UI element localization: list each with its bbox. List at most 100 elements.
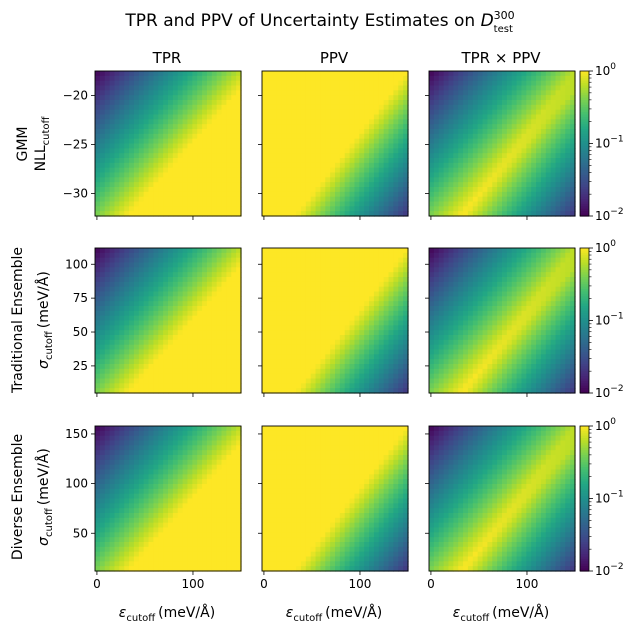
heatmap-cell <box>383 133 390 140</box>
heatmap-cell <box>325 248 331 254</box>
heatmap-cell <box>438 177 445 183</box>
heatmap-cell <box>187 80 193 87</box>
heatmap-cell <box>216 158 223 164</box>
heatmap-cell <box>339 252 346 259</box>
heatmap-cell <box>403 167 409 174</box>
heatmap-cell <box>511 71 518 77</box>
heatmap-cell <box>325 354 331 360</box>
heatmap-cell <box>133 368 140 375</box>
heatmap-cell <box>286 196 292 203</box>
heatmap-cell <box>153 191 159 198</box>
heatmap-cell <box>403 133 409 140</box>
heatmap-cell <box>354 252 360 259</box>
heatmap-cell <box>438 277 445 283</box>
heatmap-cell <box>433 85 440 91</box>
heatmap-cell <box>403 364 409 370</box>
heatmap-cell <box>349 373 356 380</box>
heatmap-cell <box>163 201 169 207</box>
heatmap-cell <box>109 124 116 130</box>
heatmap-cell <box>492 281 498 288</box>
heatmap-cell <box>354 71 360 77</box>
heatmap-cell <box>187 277 193 283</box>
heatmap-cell <box>453 272 459 278</box>
heatmap-cell <box>429 373 435 380</box>
heatmap-cell <box>487 71 493 77</box>
heatmap-cell <box>138 182 145 188</box>
heatmap-cell <box>192 267 198 273</box>
heatmap-cell <box>448 95 454 101</box>
heatmap-cell <box>236 182 242 188</box>
heatmap-cell <box>119 153 125 159</box>
heatmap-cell <box>109 315 116 322</box>
heatmap-cell <box>109 172 116 178</box>
heatmap-cell <box>148 291 154 297</box>
heatmap-cell <box>477 187 484 193</box>
heatmap-cell <box>133 191 140 198</box>
heatmap-cell <box>276 75 283 82</box>
heatmap-cell <box>291 114 297 120</box>
heatmap-cell <box>296 291 302 297</box>
heatmap-cell <box>99 167 106 174</box>
heatmap-cell <box>393 119 399 125</box>
heatmap-cell <box>570 162 576 169</box>
heatmap-cell <box>482 162 488 169</box>
heatmap-cell <box>138 167 145 174</box>
heatmap-cell <box>482 124 488 130</box>
heatmap-cell <box>339 196 346 203</box>
heatmap-cell <box>206 349 213 355</box>
heatmap-cell <box>95 291 101 297</box>
heatmap-cell <box>354 191 360 198</box>
x-axis-label-col1: εcutoff (meV/Å) <box>119 604 215 624</box>
heatmap-cell <box>109 95 116 101</box>
heatmap-cell <box>398 339 404 346</box>
heatmap-cell <box>467 368 474 375</box>
heatmap-cell <box>487 388 493 394</box>
heatmap-cell <box>325 71 331 77</box>
heatmap-cell <box>378 373 385 380</box>
heatmap-cell <box>388 133 394 140</box>
heatmap-cell <box>296 272 302 278</box>
heatmap-cell <box>172 320 179 326</box>
heatmap-cell <box>335 182 341 188</box>
heatmap-cell <box>177 388 184 394</box>
heatmap-cell <box>354 272 360 278</box>
heatmap-cell <box>463 162 469 169</box>
heatmap-cell <box>221 354 227 360</box>
heatmap-cell <box>458 262 464 268</box>
heatmap-cell <box>555 119 561 125</box>
heatmap-cell <box>393 373 399 380</box>
heatmap-cell <box>281 133 287 140</box>
heatmap-cell <box>168 148 174 154</box>
heatmap-cell <box>354 364 360 370</box>
heatmap-cell <box>369 172 375 178</box>
heatmap-cell <box>206 320 213 326</box>
heatmap-cell <box>276 187 283 193</box>
heatmap-cell <box>403 201 409 207</box>
heatmap-cell <box>364 296 370 302</box>
heatmap-cell <box>443 388 450 394</box>
heatmap-cell <box>463 257 469 264</box>
heatmap-cell <box>104 257 111 264</box>
heatmap-cell <box>158 354 164 360</box>
heatmap-cell <box>221 339 227 346</box>
heatmap-cell <box>463 310 469 317</box>
heatmap-cell <box>143 158 150 164</box>
heatmap-cell <box>315 378 321 384</box>
heatmap-cell <box>393 85 399 91</box>
heatmap-cell <box>221 315 227 322</box>
heatmap-cell <box>349 90 356 96</box>
heatmap-cell <box>291 211 297 217</box>
heatmap-cell <box>236 277 242 283</box>
heatmap-cell <box>172 143 179 149</box>
heatmap-cell <box>344 262 351 268</box>
heatmap-cell <box>236 257 242 264</box>
heatmap-cell <box>521 100 527 106</box>
heatmap-cell <box>143 354 150 360</box>
heatmap-cell <box>216 359 223 365</box>
heatmap-cell <box>296 320 302 326</box>
heatmap-cell <box>339 104 346 111</box>
heatmap-cell <box>325 100 331 106</box>
heatmap-cell <box>163 335 169 341</box>
heatmap-cell <box>369 339 375 346</box>
heatmap-cell <box>359 104 365 111</box>
